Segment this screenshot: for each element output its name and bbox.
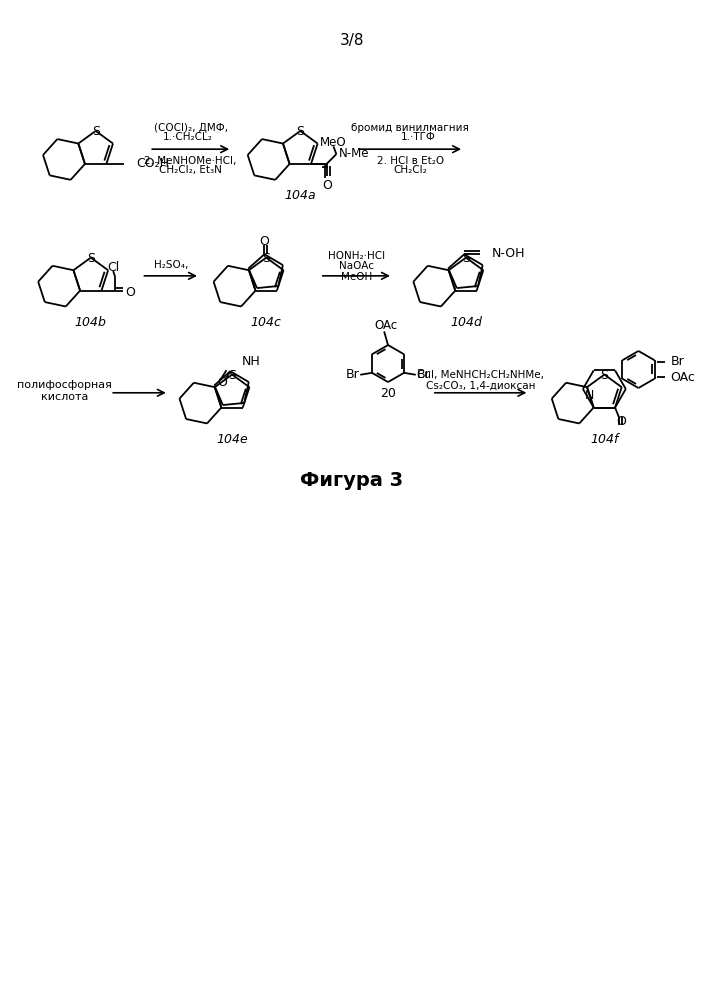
Text: CH₂Cl₂, Et₃N: CH₂Cl₂, Et₃N (160, 165, 222, 175)
Text: O: O (616, 415, 626, 428)
Text: 104b: 104b (75, 316, 107, 329)
Text: CH₂Cl₂: CH₂Cl₂ (393, 165, 427, 175)
Text: Br: Br (671, 356, 684, 369)
Text: MeO: MeO (320, 136, 347, 149)
Text: 104d: 104d (450, 316, 482, 329)
Text: O: O (260, 235, 270, 248)
Text: 1.·CH₂CL₂: 1.·CH₂CL₂ (163, 133, 213, 143)
Text: S: S (228, 369, 236, 382)
Text: 2. MeNHOMe·HCl,: 2. MeNHOMe·HCl, (145, 156, 237, 166)
Text: 20: 20 (380, 388, 396, 401)
Text: S: S (462, 252, 470, 265)
Text: 104f: 104f (590, 434, 618, 447)
Text: H₂SO₄,: H₂SO₄, (153, 260, 188, 270)
Text: HONH₂·HCl: HONH₂·HCl (328, 252, 385, 262)
Text: CuI, MeNHCH₂CH₂NHMe,: CuI, MeNHCH₂CH₂NHMe, (417, 371, 544, 381)
Text: S: S (92, 126, 100, 139)
Text: 2. HCl в Et₂O: 2. HCl в Et₂O (377, 156, 444, 166)
Text: 104e: 104e (216, 434, 248, 447)
Text: O: O (323, 180, 333, 193)
Text: OAc: OAc (374, 319, 397, 332)
Text: Cl: Cl (107, 261, 119, 274)
Text: полифосфорная: полифосфорная (17, 380, 112, 390)
Text: CO₂H: CO₂H (136, 158, 169, 171)
Text: MeOH: MeOH (341, 272, 372, 282)
Text: (COCl)₂, ДМФ,: (COCl)₂, ДМФ, (154, 123, 228, 133)
Text: O: O (125, 286, 135, 299)
Text: OAc: OAc (671, 371, 695, 384)
Text: S: S (297, 126, 304, 139)
Text: NaOAc: NaOAc (339, 261, 374, 271)
Text: S: S (600, 369, 609, 382)
Text: Br: Br (417, 369, 431, 382)
Text: кислота: кислота (41, 392, 88, 402)
Text: S: S (262, 252, 270, 265)
Text: 104c: 104c (251, 316, 282, 329)
Text: 1.·ТГФ: 1.·ТГФ (401, 133, 436, 143)
Text: Фигура 3: Фигура 3 (300, 471, 404, 490)
Text: NH: NH (242, 355, 261, 368)
Text: 3/8: 3/8 (340, 33, 364, 48)
Text: Br: Br (346, 369, 359, 382)
Text: бромид винилмагния: бромид винилмагния (352, 123, 469, 133)
Text: S: S (87, 252, 95, 265)
Text: 104a: 104a (285, 190, 316, 203)
Text: O: O (217, 377, 227, 390)
Text: N: N (585, 390, 594, 403)
Text: N-OH: N-OH (491, 247, 525, 260)
Text: Cs₂CO₃, 1,4-диоксан: Cs₂CO₃, 1,4-диоксан (426, 381, 535, 391)
Text: N-Me: N-Me (340, 147, 370, 160)
